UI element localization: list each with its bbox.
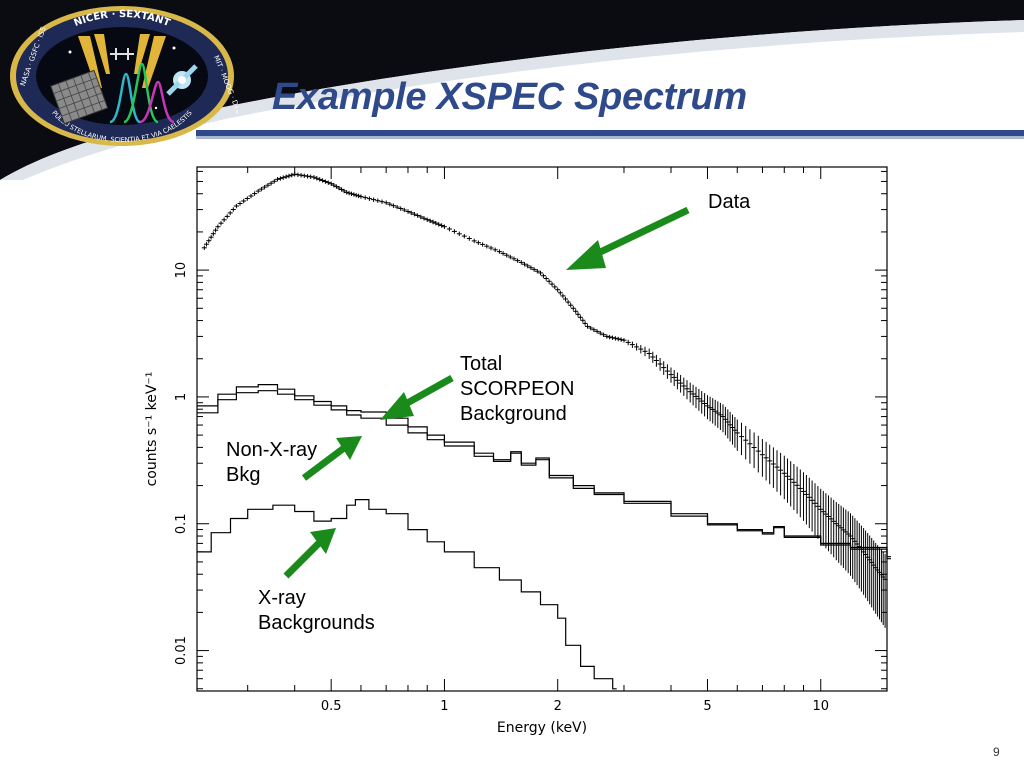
x-tick-label: 5	[703, 699, 711, 714]
annotation-nxb-line-2: Bkg	[226, 464, 261, 486]
x-tick-label: 10	[812, 699, 829, 714]
x-tick-label: 1	[440, 699, 448, 714]
y-tick-label: 0.1	[174, 513, 189, 534]
annotation-total-background: Total SCORPEON Background	[460, 352, 574, 427]
y-axis-ticks: 0.01 0.1 1 10	[174, 170, 887, 690]
annotation-xray-backgrounds: X-ray Backgrounds	[258, 586, 375, 636]
header-dark-band	[0, 0, 1024, 180]
nicer-sextant-logo: NICER · SEXTANT PULSU STELLARUM, SCIENTI…	[10, 6, 238, 146]
arrow-total-background	[380, 374, 454, 420]
y-tick-label: 0.01	[174, 636, 189, 665]
annotation-nxb-line-1: Non-X-ray	[226, 439, 318, 461]
annotation-total-line-1: Total	[460, 353, 503, 375]
annotation-data-line: Data	[708, 191, 751, 213]
series-non-x-ray-bkg-line	[197, 390, 891, 560]
series-x-ray-backgrounds-line	[197, 499, 617, 690]
slide-title: Example XSPEC Spectrum	[272, 76, 747, 118]
x-tick-label: 2	[554, 699, 562, 714]
header-swoosh	[0, 20, 1024, 180]
annotation-nxb: Non-X-ray Bkg	[226, 438, 317, 488]
y-tick-label: 10	[174, 262, 189, 279]
x-axis-ticks: 0.5 1 2 5 10	[247, 167, 829, 714]
series-data	[201, 172, 888, 628]
annotation-total-line-3: Background	[460, 403, 567, 425]
x-axis-label: Energy (keV)	[497, 720, 587, 736]
y-axis-label: counts s⁻¹ keV⁻¹	[144, 372, 160, 487]
arrow-nxb	[301, 436, 362, 481]
header-background	[0, 0, 1024, 180]
annotation-xray-line-1: X-ray	[258, 587, 306, 609]
y-tick-label: 1	[174, 393, 189, 401]
page-number: 9	[993, 745, 1000, 759]
plot-frame	[196, 166, 888, 692]
x-tick-label: 0.5	[321, 699, 342, 714]
arrow-xray-backgrounds	[283, 528, 336, 579]
annotation-xray-line-2: Backgrounds	[258, 612, 375, 634]
arrow-data	[566, 206, 690, 270]
annotation-data: Data	[708, 190, 750, 215]
annotation-total-line-2: SCORPEON	[460, 378, 575, 400]
series-layer	[197, 172, 891, 690]
title-underline-light	[196, 136, 1024, 139]
title-underline	[196, 130, 1024, 136]
